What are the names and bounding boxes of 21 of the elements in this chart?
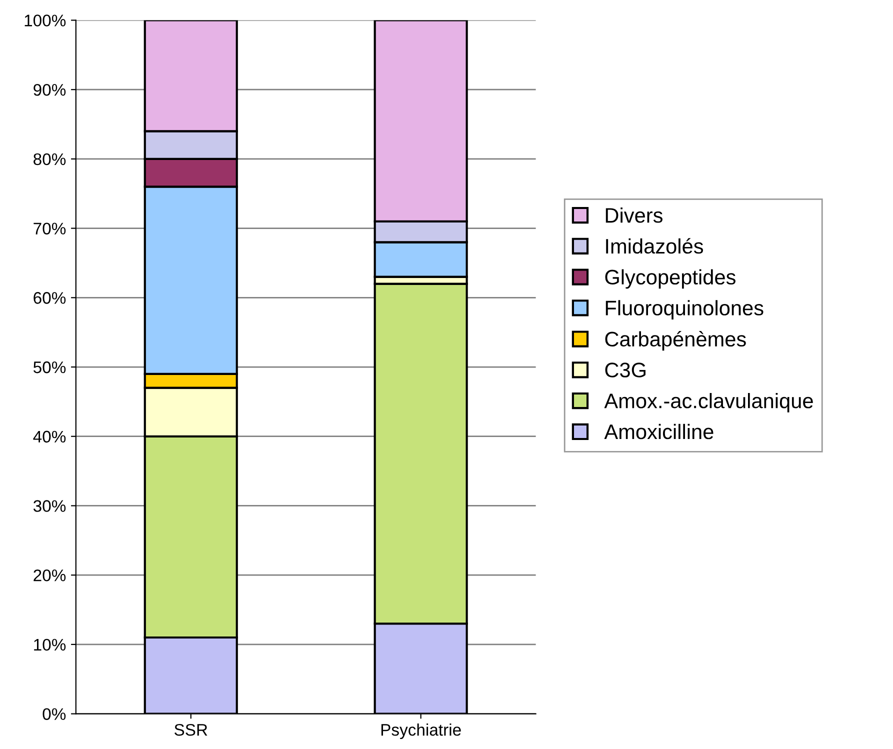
x-tick-label: SSR [174,724,208,736]
legend-label: Carbapénèmes [605,331,746,351]
legend-label: Amox.-ac.clavulanique [604,393,813,412]
legend-label: Imidazolés [606,238,704,254]
y-tick-label: 60% [34,292,66,304]
y-tick-label: 0% [42,708,66,720]
legend-label: Amoxicilline [604,424,714,440]
legend-label: C3G [605,362,646,378]
y-tick-label: 80% [34,153,66,166]
y-tick-label: 70% [34,222,66,234]
y-tick-label: 20% [34,569,66,582]
x-tick-label: Psychiatrie [381,724,461,740]
y-tick-label: 10% [34,638,66,651]
y-tick-label: 50% [33,361,66,374]
y-tick-label: 40% [33,430,66,443]
legend-label: Divers [606,207,662,223]
y-tick-label: 90% [34,84,66,96]
legend-label: Glycopeptides [605,269,736,289]
y-tick-label: 30% [33,500,66,512]
y-tick-label: 100% [24,14,66,26]
legend-label: Fluoroquinolones [606,300,764,320]
